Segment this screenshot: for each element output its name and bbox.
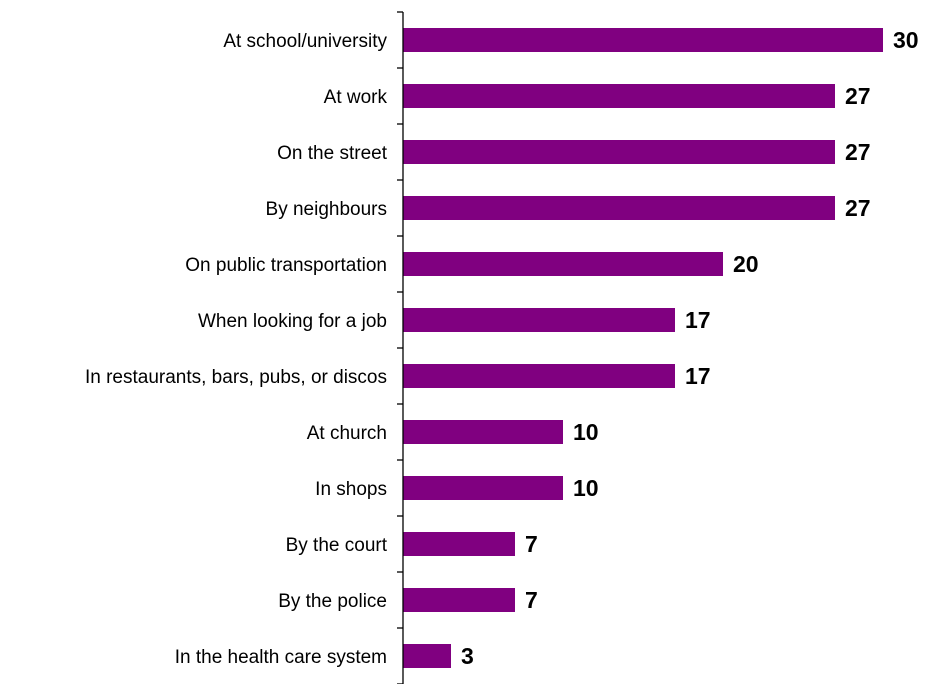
value-label: 10 [573, 475, 599, 501]
bar [403, 476, 563, 500]
bar [403, 588, 515, 612]
category-label: On the street [277, 143, 388, 164]
category-labels: At school/university At work On the street… [85, 31, 388, 668]
value-label: 27 [845, 139, 871, 165]
category-label: On public transportation [185, 255, 387, 276]
value-label: 7 [525, 587, 538, 613]
value-label: 27 [845, 195, 871, 221]
category-label: When looking for a job [198, 311, 387, 332]
category-label: At church [307, 423, 387, 444]
bar [403, 84, 835, 108]
value-label: 7 [525, 531, 538, 557]
bar [403, 420, 563, 444]
bar [403, 364, 675, 388]
value-label: 20 [733, 251, 759, 277]
category-axis [397, 11, 404, 684]
value-labels: 30 27 27 27 20 17 17 10 10 7 7 3 [461, 27, 919, 669]
category-label: In restaurants, bars, pubs, or discos [85, 367, 387, 388]
value-label: 17 [685, 307, 711, 333]
bars-layer [403, 28, 883, 668]
value-label: 27 [845, 83, 871, 109]
category-label: By neighbours [266, 199, 387, 220]
bar [403, 28, 883, 52]
category-label: At work [324, 87, 388, 108]
bar [403, 140, 835, 164]
category-label: By the police [278, 591, 387, 612]
value-label: 30 [893, 27, 919, 53]
category-label: At school/university [223, 31, 387, 52]
bar [403, 252, 723, 276]
value-label: 17 [685, 363, 711, 389]
category-label: By the court [286, 535, 388, 556]
value-label: 3 [461, 643, 474, 669]
bar [403, 308, 675, 332]
category-label: In the health care system [175, 647, 387, 668]
bar [403, 196, 835, 220]
value-label: 10 [573, 419, 599, 445]
category-label: In shops [315, 479, 387, 500]
bar [403, 644, 451, 668]
bar [403, 532, 515, 556]
